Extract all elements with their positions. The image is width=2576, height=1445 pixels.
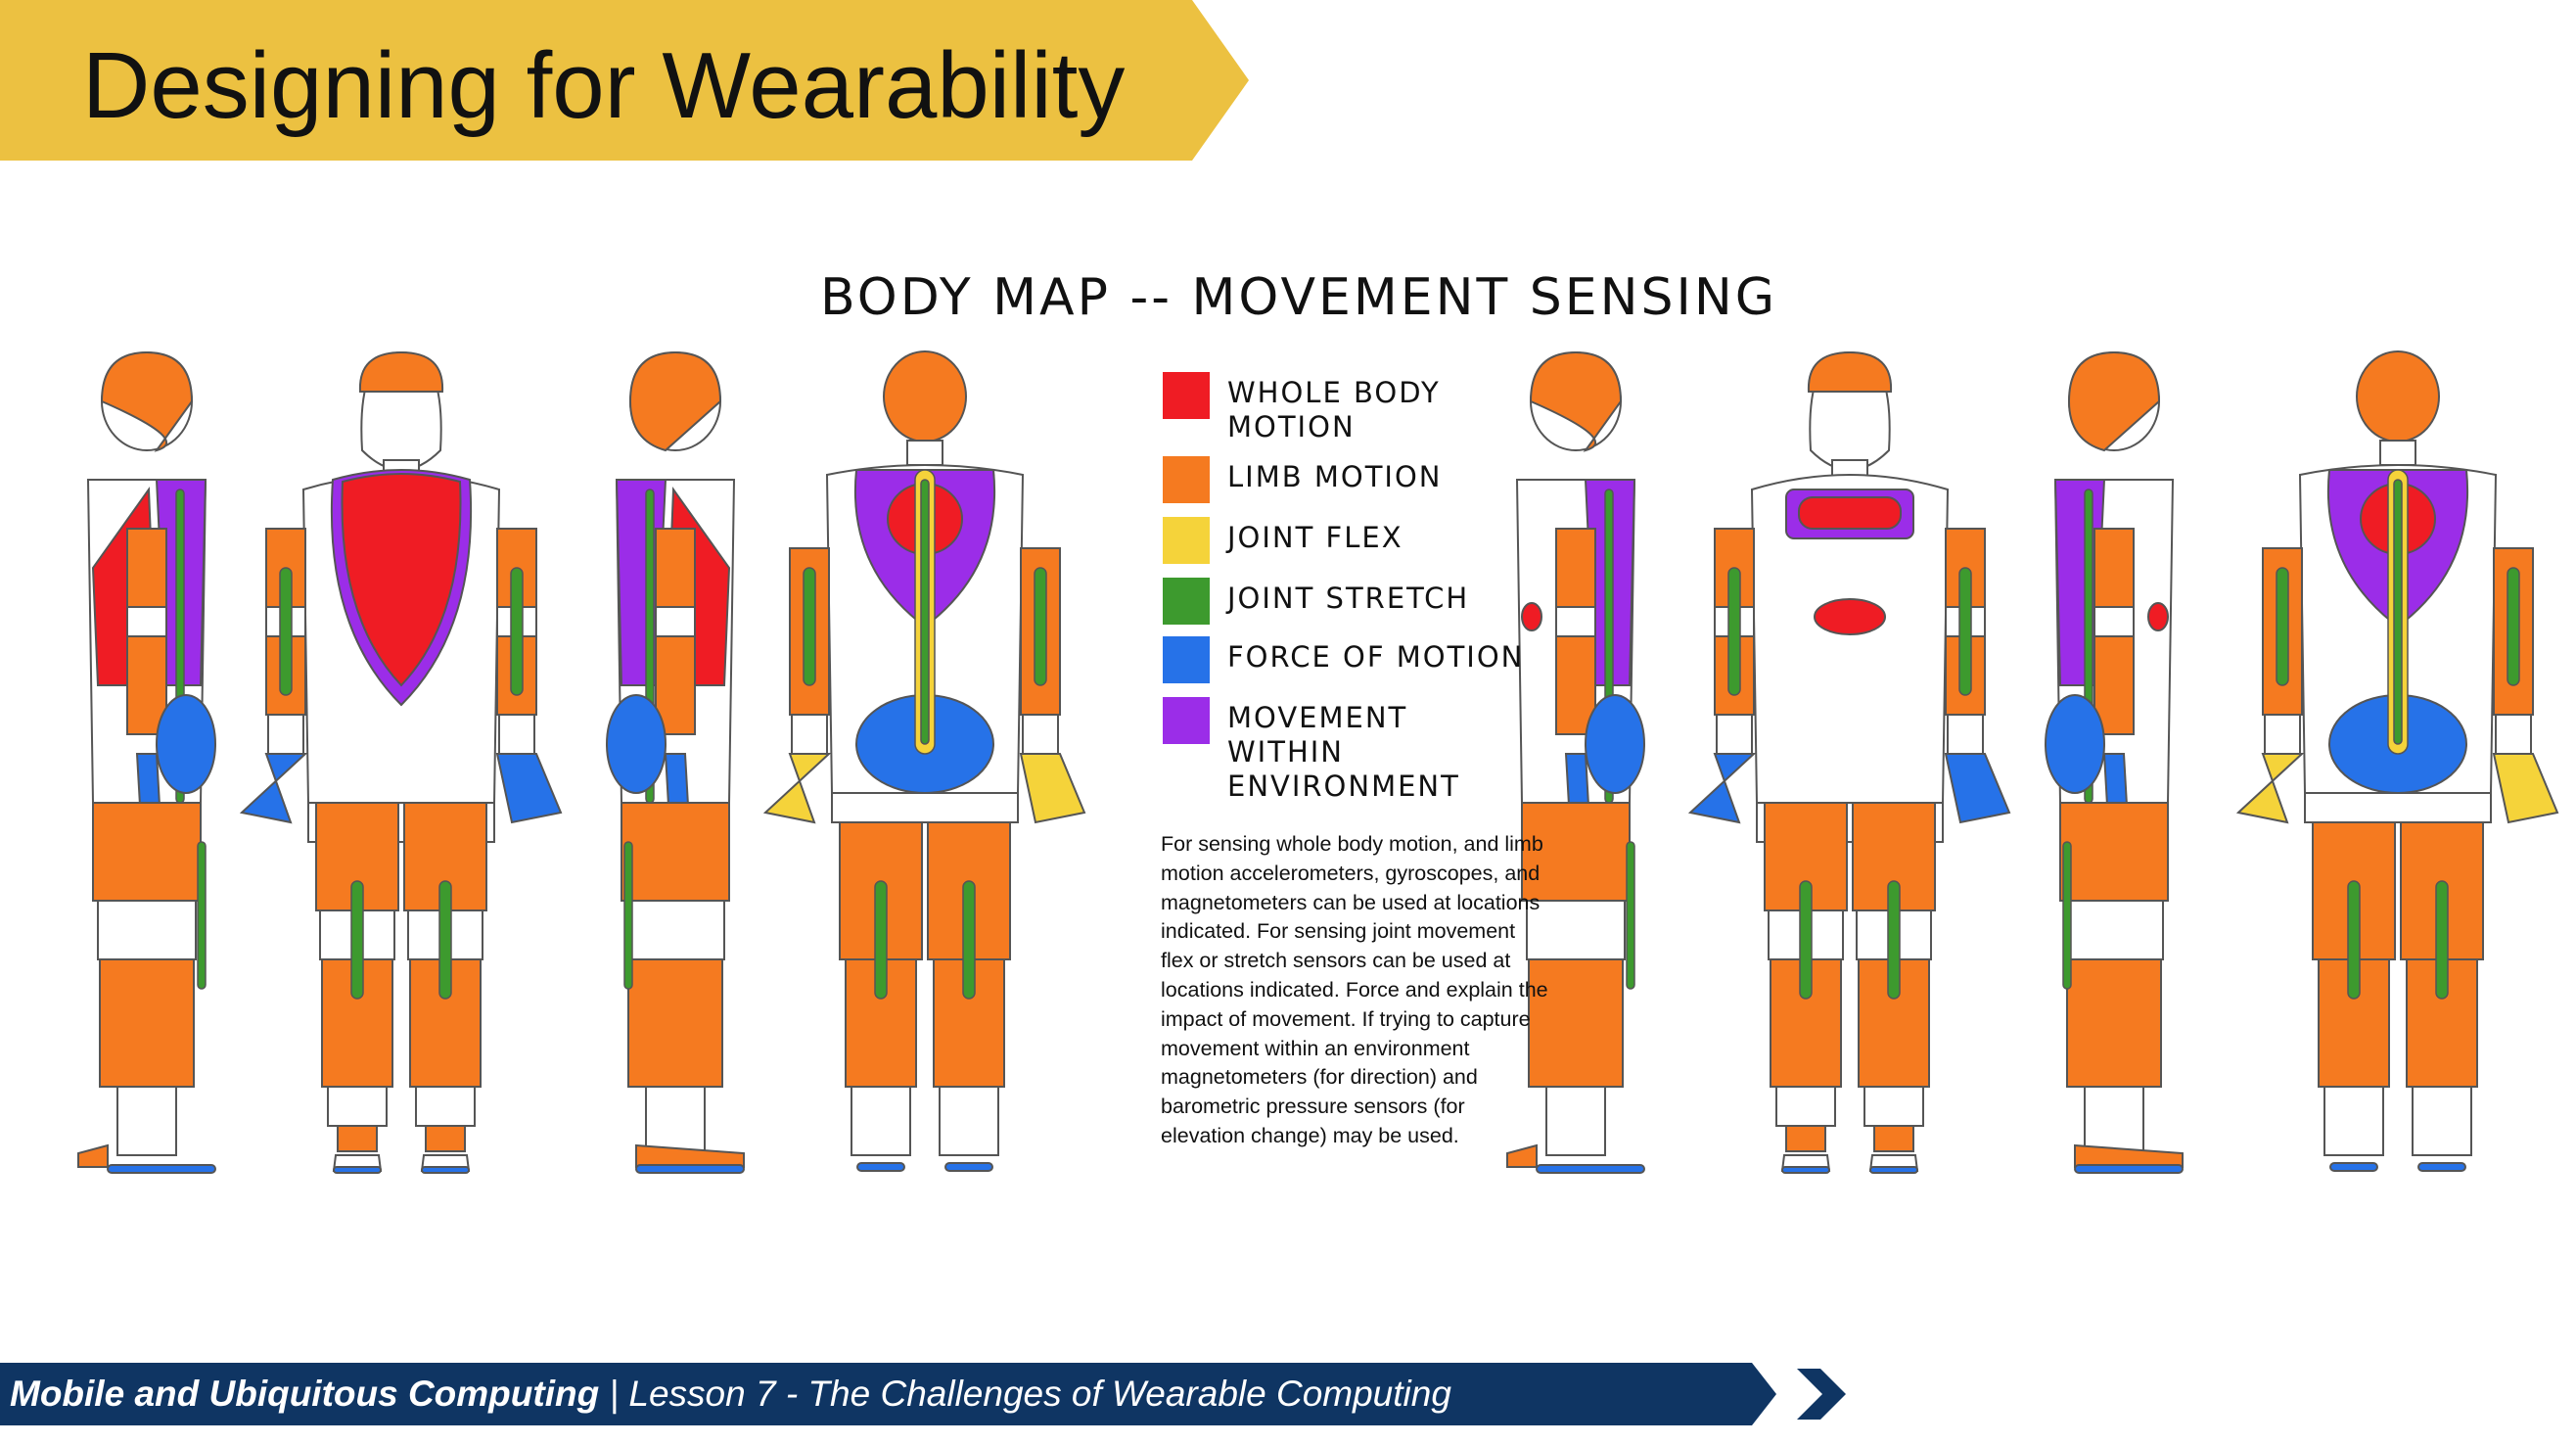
figure-male-side-left: [77, 350, 216, 1174]
legend-item-joint-stretch: JOINT STRETCH: [1163, 578, 1574, 685]
legend-item-movement-within-environment: MOVEMENT WITHIN ENVIRONMENT: [1163, 697, 1574, 805]
figure-female-back: [2235, 350, 2559, 1172]
footer-text: Mobile and Ubiquitous Computing | Lesson…: [10, 1367, 1451, 1422]
legend-item-joint-flex: JOINT FLEX: [1163, 517, 1574, 625]
footer-bar: [0, 1363, 1776, 1425]
figure-male-back: [762, 350, 1086, 1172]
legend-label: MOVEMENT WITHIN ENVIRONMENT: [1227, 701, 1460, 803]
figure-female-side-left: [1506, 350, 1645, 1174]
legend-swatch: [1163, 697, 1210, 744]
figure-male-front: [239, 350, 563, 1174]
legend-swatch: [1163, 517, 1210, 564]
legend-label: LIMB MOTION: [1227, 460, 1443, 493]
legend-item-whole-body-motion: WHOLE BODY MOTION: [1163, 372, 1574, 480]
next-chevron-icon[interactable]: [1793, 1363, 1852, 1425]
legend-swatch: [1163, 636, 1210, 683]
figure-female-side-right: [2045, 350, 2184, 1174]
legend-label: WHOLE BODY MOTION: [1227, 376, 1441, 443]
body-map-title: BODY MAP -- MOVEMENT SENSING: [820, 268, 1778, 327]
footer-lesson: Lesson 7 - The Challenges of Wearable Co…: [628, 1374, 1451, 1414]
legend-label: JOINT STRETCH: [1227, 582, 1470, 615]
figure-female-front: [1687, 350, 2011, 1174]
title-banner: [0, 0, 1249, 161]
slide-title: Designing for Wearability: [82, 33, 1126, 138]
sensor-description: For sensing whole body motion, and limb …: [1161, 832, 1548, 1147]
legend-item-limb-motion: LIMB MOTION: [1163, 456, 1574, 564]
footer-course: Mobile and Ubiquitous Computing: [10, 1374, 600, 1414]
legend-swatch: [1163, 456, 1210, 503]
footer-separator: |: [609, 1374, 620, 1414]
figure-male-side-right: [606, 350, 745, 1174]
legend-label: FORCE OF MOTION: [1227, 640, 1525, 674]
legend-label: JOINT FLEX: [1227, 521, 1403, 554]
legend-item-force-of-motion: FORCE OF MOTION: [1163, 636, 1574, 744]
legend-swatch: [1163, 578, 1210, 625]
legend-swatch: [1163, 372, 1210, 419]
